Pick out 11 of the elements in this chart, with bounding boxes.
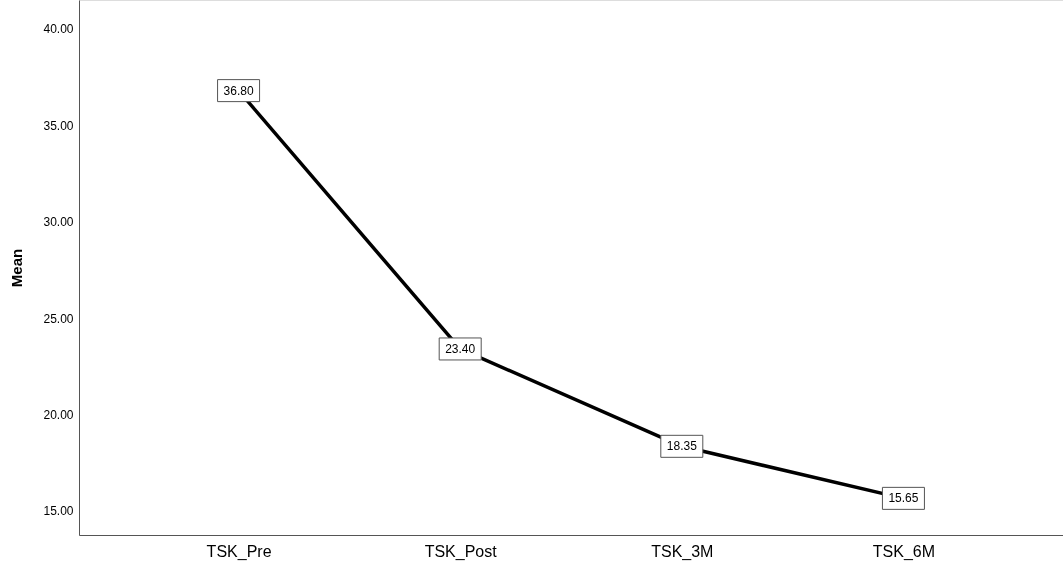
x-tick-label: TSK_Post [424, 542, 498, 561]
y-tick-label: 20.00 [43, 408, 74, 422]
y-tick-label: 15.00 [43, 504, 74, 519]
x-tick-label: TSK_Pre [206, 542, 272, 561]
y-axis-title: Mean [8, 248, 26, 288]
y-tick-label: 35.00 [43, 118, 74, 133]
y-tick-label: 30.00 [43, 215, 74, 230]
x-tick-label: TSK_3M [651, 542, 714, 561]
x-tick-label: TSK_6M [872, 542, 936, 561]
y-tick-label: 25.00 [43, 311, 74, 326]
y-tick-label: 40.00 [43, 22, 74, 37]
